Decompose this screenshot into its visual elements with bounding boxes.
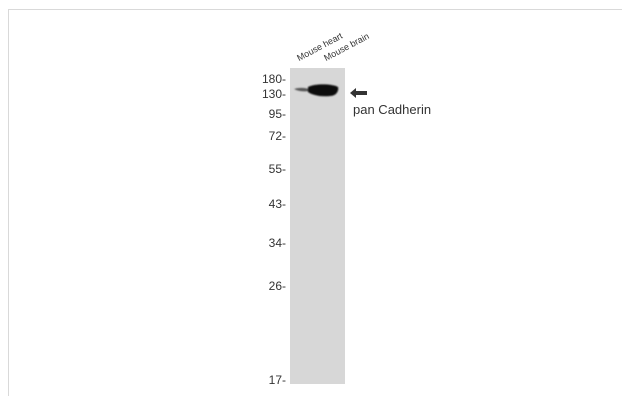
marker-130: 130- bbox=[261, 87, 286, 101]
marker-55: 55- bbox=[268, 162, 286, 176]
marker-column: 180- 130- 95- 72- 55- 43- 34- 26- 17- bbox=[230, 0, 286, 396]
band-mouse-brain bbox=[308, 84, 339, 97]
marker-34: 34- bbox=[268, 236, 286, 250]
left-arrow-icon bbox=[350, 88, 367, 98]
marker-17: 17- bbox=[268, 373, 286, 387]
marker-72: 72- bbox=[268, 129, 286, 143]
band-mouse-heart bbox=[294, 87, 312, 92]
marker-95: 95- bbox=[268, 107, 286, 121]
marker-26: 26- bbox=[268, 279, 286, 293]
blot-bands bbox=[294, 84, 339, 97]
band-label: pan Cadherin bbox=[353, 102, 432, 117]
marker-43: 43- bbox=[268, 197, 286, 211]
figure-frame bbox=[8, 9, 622, 396]
marker-180: 180- bbox=[261, 72, 286, 86]
blot-membrane bbox=[290, 68, 345, 384]
